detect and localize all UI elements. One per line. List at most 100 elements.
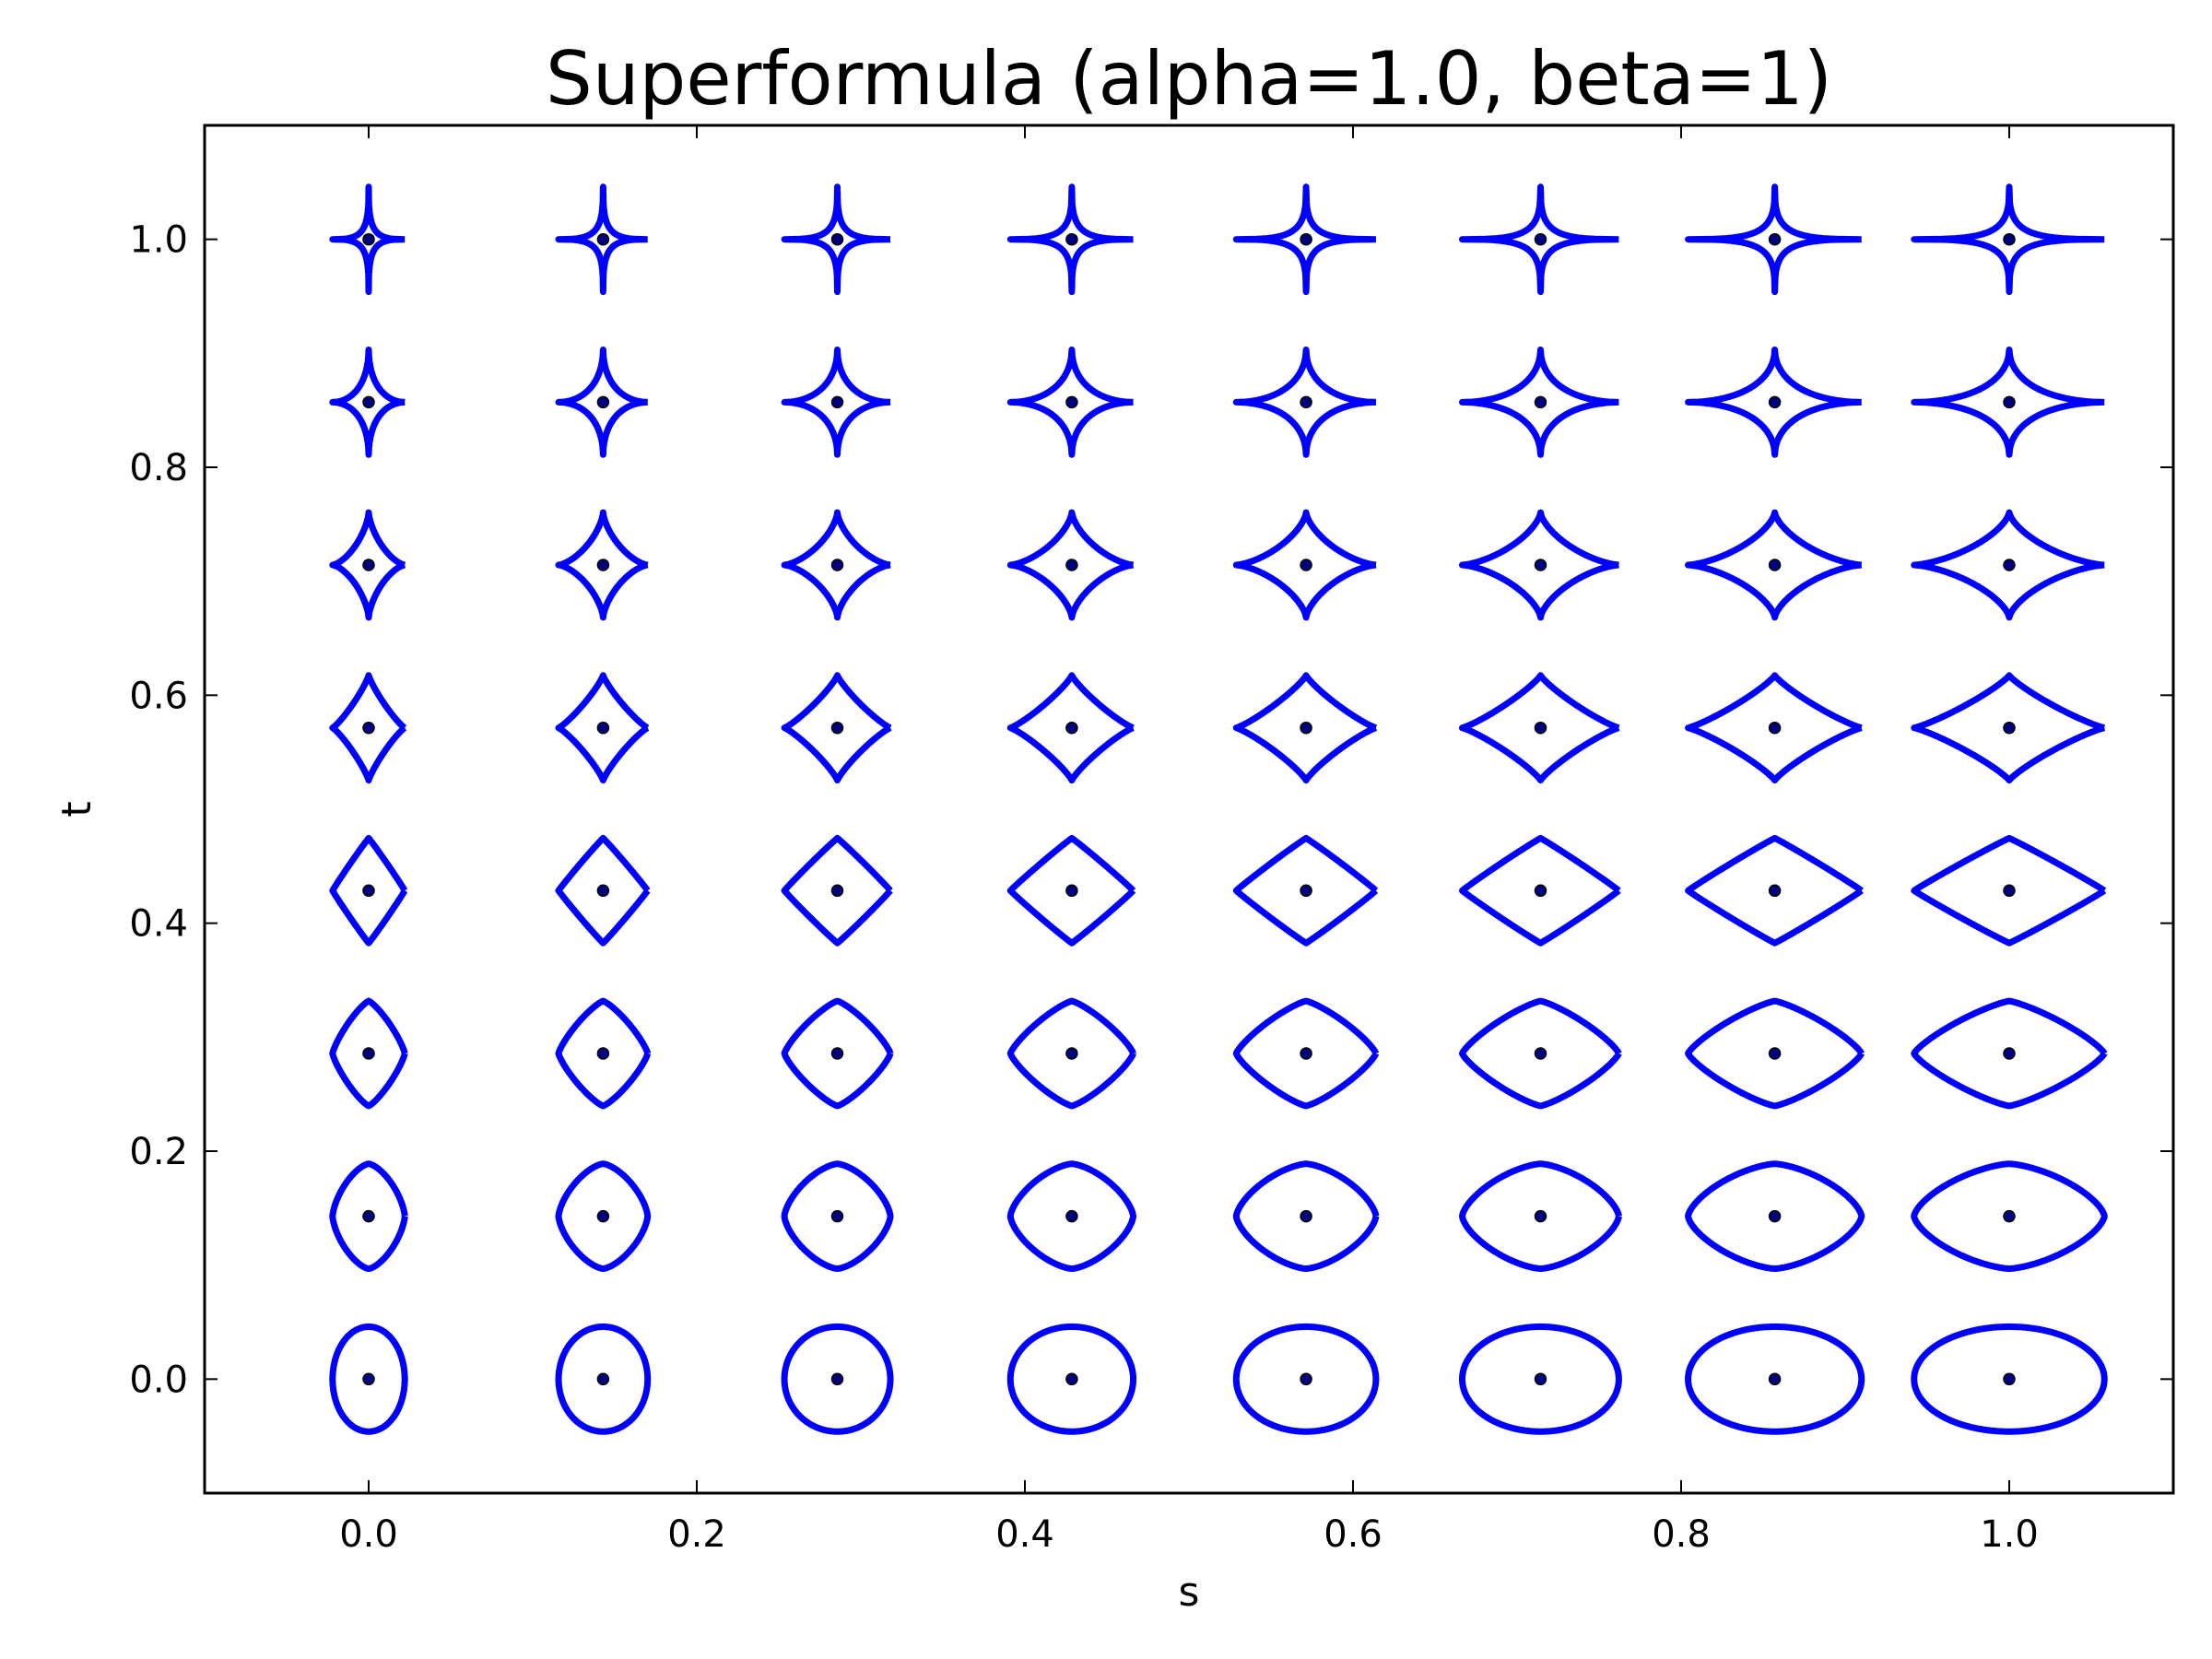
superformula-curve [1459,997,1622,1110]
center-point [362,1209,375,1223]
center-point [362,395,375,409]
superformula-curve [1006,997,1136,1110]
superformula-curve [555,672,651,784]
superformula-curve [1232,1160,1380,1272]
center-point [1534,1209,1547,1223]
center-point [830,884,844,898]
center-point [1768,721,1782,735]
center-point [596,559,610,571]
center-point [1534,559,1547,571]
superformula-curve [1006,183,1134,296]
superformula-curve [329,672,407,784]
center-point [1065,884,1078,898]
center-point [2003,395,2016,409]
superformula-curve [1911,672,2106,784]
superformula-curve [1459,834,1622,947]
superformula-curve [329,1323,408,1435]
superformula-curve [1685,1323,1865,1435]
center-point [2003,1209,2016,1223]
x-tick-label: 0.8 [1652,1513,1711,1556]
superformula-curve [329,509,406,621]
center-point [596,1047,610,1060]
superformula-curve [1911,347,2105,458]
superformula-curve [1232,347,1377,458]
center-point [1300,1209,1312,1223]
center-point [1768,1372,1782,1386]
superformula-curve [1232,672,1378,784]
superformula-curve [781,1323,894,1435]
superformula-curve [1685,672,1864,784]
x-axis-label: s [1179,1569,1200,1616]
center-point [596,1209,610,1223]
center-point [2003,721,2016,735]
superformula-curve [329,347,406,458]
superformula-curve [1685,183,1862,296]
superformula-curve [781,834,894,947]
superformula-curve [329,183,406,296]
axis-ticks: 0.0 0.2 0.4 0.6 0.8 1.0 0.0 0.2 0.4 0.6 0.8 1.0 [129,125,2173,1556]
superformula-curve [1911,1323,2108,1435]
center-point [1300,721,1312,735]
plot-frame [203,124,2175,1495]
center-point [362,884,375,898]
center-point [1065,232,1078,246]
superformula-curve [1006,347,1134,458]
superformula-curve [781,347,891,458]
center-point [830,1047,844,1060]
superformula-curve [555,834,651,947]
superformula-curve [329,834,408,947]
superformula-curve [555,347,648,458]
superformula-curve [1911,1160,2108,1272]
superformula-curve [1911,834,2107,947]
superformula-curve [1911,997,2108,1110]
center-point [1065,1047,1078,1060]
superformula-curve [781,183,891,296]
center-point [1534,395,1547,409]
center-point [596,232,610,246]
superformula-curve [1459,347,1619,458]
center-point [1768,1047,1782,1060]
superformula-curve [1459,183,1619,296]
center-point [362,232,375,246]
superformula-curve [1685,509,1863,621]
center-point [1768,1209,1782,1223]
center-point [830,1209,844,1223]
superformula-curve [1459,1323,1622,1435]
center-point [1065,395,1078,409]
center-point [362,1372,375,1386]
superformula-curve [555,509,649,621]
center-point [2003,232,2016,246]
y-tick-label: 0.4 [129,903,188,946]
x-tick-label: 0.2 [667,1513,726,1556]
x-tick-label: 0.0 [339,1513,398,1556]
y-tick-label: 0.2 [129,1131,188,1173]
center-point [830,721,844,735]
superformula-curve [555,1160,652,1272]
center-point [1534,232,1547,246]
center-point [1534,884,1547,898]
center-point [830,395,844,409]
superformula-curve [555,997,652,1110]
center-point [1534,1372,1547,1386]
center-point [1065,559,1078,571]
superformula-curve [1459,1160,1622,1272]
center-point [1768,395,1782,409]
center-point [596,395,610,409]
superformula-curve [1911,183,2105,296]
superformula-curve [1685,1160,1865,1272]
chart-title: Superformula (alpha=1.0, beta=1) [546,36,1832,122]
superformula-curve [329,997,408,1110]
center-point [2003,559,2016,571]
center-point [1065,1209,1078,1223]
center-point [362,721,375,735]
center-point [830,232,844,246]
superformula-curve [781,997,894,1110]
superformula-curve [1911,509,2105,621]
x-tick-label: 1.0 [1980,1513,2039,1556]
center-point [362,1047,375,1060]
center-point [830,559,844,571]
superformula-curve [781,509,891,621]
center-point [1300,1372,1312,1386]
y-tick-label: 0.0 [129,1359,188,1401]
center-point [1534,1047,1547,1060]
